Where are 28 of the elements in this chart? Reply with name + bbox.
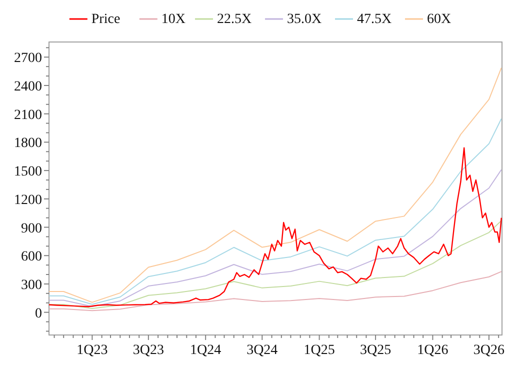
y-tick-label: 600 [21, 250, 42, 265]
y-tick-label: 0 [35, 306, 42, 322]
x-tick-label: 1Q23 [76, 343, 108, 358]
y-tick-label: 1200 [14, 192, 42, 208]
y-tick-label: 1800 [14, 136, 42, 152]
legend-label: 35.0X [287, 12, 322, 27]
line-series [48, 118, 502, 305]
y-tick-label: 900 [21, 221, 42, 236]
legend-label: 22.5X [217, 12, 252, 27]
x-tick-label: 3Q23 [132, 343, 164, 358]
x-tick-label: 3Q24 [246, 343, 278, 358]
x-tick-label: 1Q24 [190, 343, 222, 358]
x-tick-label: 3Q25 [360, 343, 392, 358]
y-tick-label: 2400 [14, 79, 42, 94]
x-tick-label: 1Q26 [417, 343, 448, 358]
legend-label: 60X [427, 12, 452, 27]
y-tick-label: 300 [21, 278, 42, 293]
x-tick-label: 3Q26 [473, 343, 505, 358]
line-series [48, 67, 502, 303]
legend-label: 10X [161, 12, 186, 27]
y-tick-label: 1500 [14, 164, 42, 180]
line-series [48, 271, 502, 312]
x-tick-label: 1Q25 [304, 343, 335, 358]
legend-label: Price [91, 12, 120, 27]
legend-label: 47.5X [357, 12, 392, 27]
line-series [48, 220, 502, 310]
y-tick-label: 2100 [14, 108, 42, 123]
y-tick-label: 2700 [14, 51, 42, 66]
